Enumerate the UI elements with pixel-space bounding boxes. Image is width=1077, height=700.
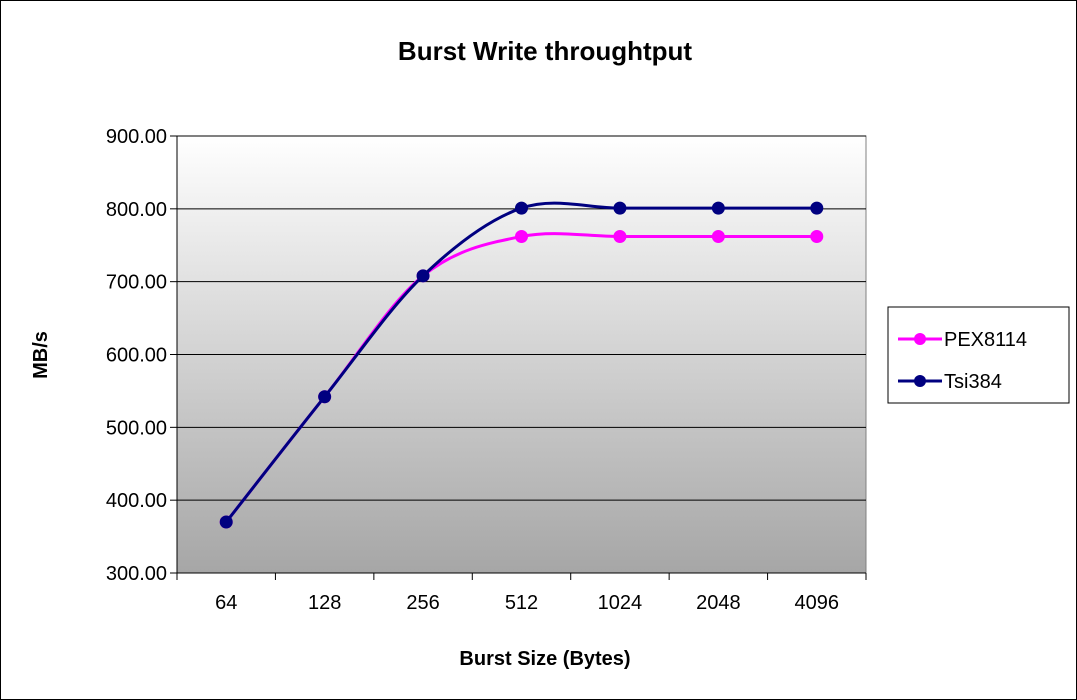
x-tick-label-4: 1024 xyxy=(598,592,643,614)
y-tick-label-6: 900.00 xyxy=(106,126,167,148)
legend-label-PEX8114: PEX8114 xyxy=(944,329,1027,351)
data-point-Tsi384-1024 xyxy=(613,201,627,215)
legend-marker-PEX8114 xyxy=(914,333,926,345)
x-tick-label-0: 64 xyxy=(215,592,237,614)
legend-box xyxy=(887,306,1070,404)
data-point-Tsi384-64 xyxy=(219,515,233,529)
data-point-PEX8114-4096 xyxy=(810,230,824,244)
chart-title: Burst Write throughtput xyxy=(398,36,692,66)
data-point-Tsi384-4096 xyxy=(810,201,824,215)
x-tick-label-3: 512 xyxy=(505,592,538,614)
x-tick-label-6: 4096 xyxy=(795,592,840,614)
x-tick-label-5: 2048 xyxy=(696,592,741,614)
series-layer xyxy=(219,201,824,529)
data-point-Tsi384-2048 xyxy=(711,201,725,215)
data-point-PEX8114-1024 xyxy=(613,230,627,244)
y-tick-label-4: 700.00 xyxy=(106,272,167,294)
legend: PEX8114 Tsi384 xyxy=(887,306,1070,404)
legend-marker-Tsi384 xyxy=(914,375,926,387)
data-point-Tsi384-128 xyxy=(318,390,332,404)
y-tick-label-3: 600.00 xyxy=(106,345,167,367)
series-Tsi384 xyxy=(219,201,824,529)
x-axis-title: Burst Size (Bytes) xyxy=(459,648,630,670)
y-tick-label-2: 500.00 xyxy=(106,417,167,439)
y-axis-ticks: 300.00 400.00 500.00 600.00 700.00 800.00 900.… xyxy=(106,126,177,585)
y-tick-label-1: 400.00 xyxy=(106,490,167,512)
x-tick-label-2: 256 xyxy=(406,592,439,614)
x-tick-label-1: 128 xyxy=(308,592,341,614)
y-tick-label-5: 800.00 xyxy=(106,199,167,221)
legend-label-Tsi384: Tsi384 xyxy=(944,371,1002,393)
y-axis-title: MB/s xyxy=(30,331,52,379)
data-point-Tsi384-512 xyxy=(515,201,528,215)
x-axis-ticks: 64 128 256 512 1024 2048 4096 xyxy=(176,573,867,614)
data-point-Tsi384-256 xyxy=(416,269,430,283)
data-point-PEX8114-2048 xyxy=(711,230,725,244)
data-point-PEX8114-512 xyxy=(515,230,528,244)
y-tick-label-0: 300.00 xyxy=(106,563,167,585)
